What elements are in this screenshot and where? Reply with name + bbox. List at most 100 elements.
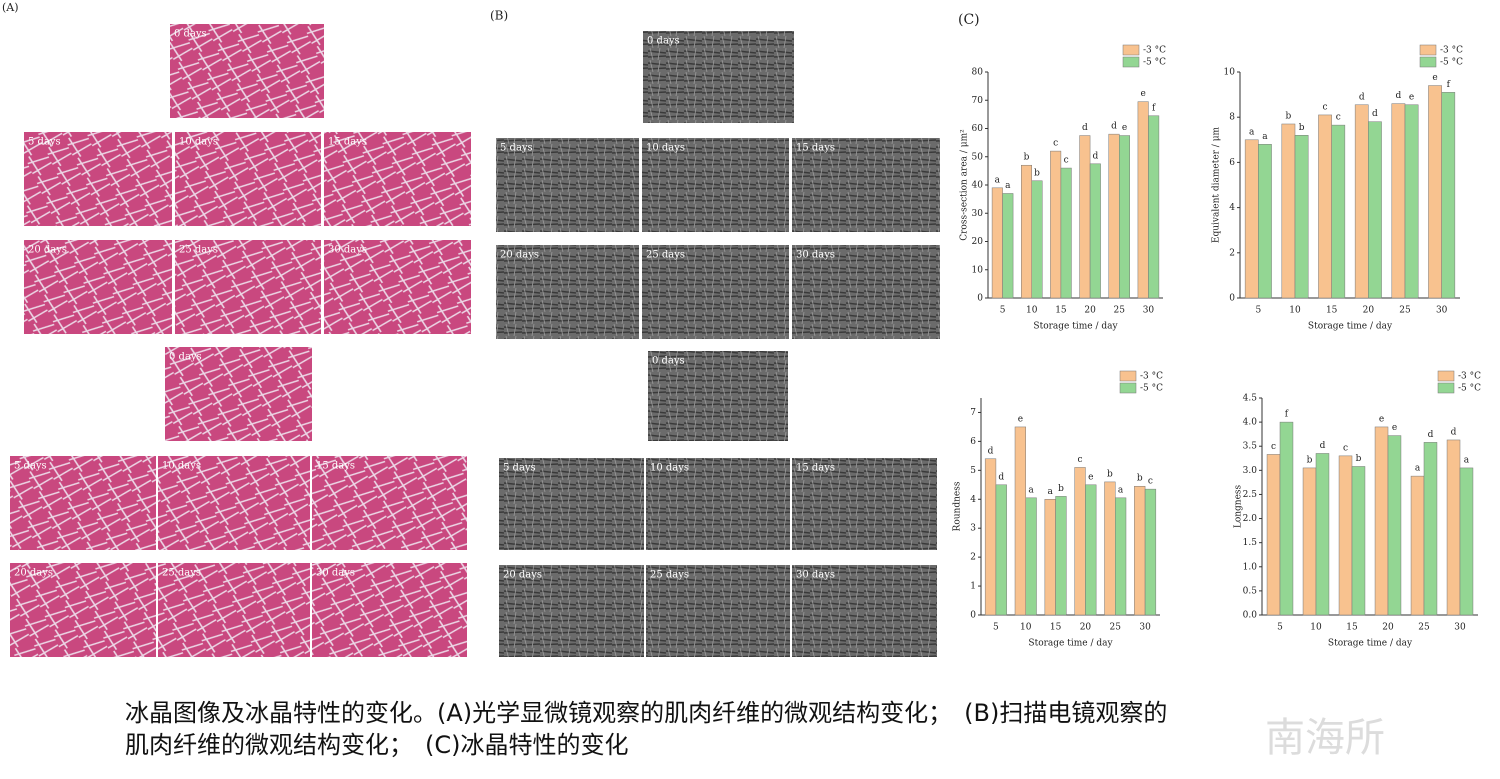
y-tick-label: 4.0	[1243, 418, 1258, 428]
micrograph	[170, 24, 324, 118]
bar	[1423, 442, 1438, 616]
y-tick-label: 0	[977, 294, 983, 304]
panel-label: (A)	[2, 1, 19, 14]
significance-letter: e	[1122, 123, 1127, 133]
micrograph-label: 0 days	[174, 29, 207, 40]
y-tick-label: 2.5	[1243, 490, 1258, 500]
micrograph	[642, 245, 789, 339]
micrograph	[792, 245, 940, 339]
significance-letter: b	[1034, 168, 1040, 178]
significance-letter: f	[1152, 103, 1156, 113]
significance-letter: e	[1392, 423, 1397, 433]
x-tick-label: 20	[1363, 306, 1375, 316]
legend-label: -3 °C	[1440, 46, 1463, 56]
y-tick-label: 0	[970, 611, 976, 621]
x-tick-label: 25	[1110, 623, 1122, 633]
bar	[1244, 139, 1259, 299]
y-axis-label: Equivalent diameter / μm	[1212, 126, 1222, 243]
y-tick-label: 0.0	[1243, 611, 1258, 621]
bar	[1410, 475, 1425, 616]
y-tick-label: 7	[970, 408, 976, 418]
micrograph-label: 0 days	[647, 36, 680, 47]
significance-letter: d	[1396, 91, 1402, 101]
significance-letter: a	[1005, 181, 1011, 191]
y-tick-label: 1.0	[1243, 562, 1258, 572]
micrograph	[496, 138, 639, 232]
significance-letter: d	[1359, 92, 1365, 102]
significance-letter: d	[988, 446, 994, 456]
x-tick-label: 5	[1277, 623, 1283, 633]
y-tick-label: 30	[972, 209, 984, 219]
significance-letter: d	[998, 472, 1004, 482]
bar	[1266, 454, 1281, 616]
significance-letter: a	[1249, 127, 1255, 137]
y-tick-label: 2	[970, 553, 976, 563]
x-tick-label: 30	[1436, 306, 1448, 316]
micrograph	[496, 245, 639, 339]
significance-letter: b	[1137, 474, 1143, 484]
x-tick-label: 25	[1399, 306, 1411, 316]
y-tick-label: 2.0	[1243, 514, 1258, 524]
micrograph-label: 25 days	[179, 245, 218, 256]
bar	[1441, 92, 1456, 299]
legend-swatch	[1122, 56, 1140, 68]
micrograph	[175, 132, 321, 226]
bar	[1459, 467, 1474, 616]
micrograph-label: 5 days	[28, 137, 61, 148]
y-tick-label: 4	[970, 495, 976, 505]
significance-letter: e	[1432, 73, 1437, 83]
significance-letter: b	[1356, 454, 1362, 464]
micrograph	[643, 31, 794, 123]
legend-swatch	[1119, 370, 1137, 382]
significance-letter: e	[1409, 92, 1414, 102]
bar	[1374, 426, 1389, 616]
bar	[1331, 124, 1346, 299]
y-axis-label: Cross-section area / μm²	[960, 129, 970, 241]
significance-letter: c	[1078, 455, 1083, 465]
significance-letter: a	[1118, 485, 1124, 495]
bar	[1318, 114, 1332, 299]
bar	[1294, 135, 1309, 299]
y-tick-label: 0.5	[1243, 586, 1258, 596]
x-tick-label: 25	[1114, 306, 1126, 316]
bar	[1055, 496, 1067, 616]
bar	[1137, 101, 1149, 299]
significance-letter: b	[1058, 484, 1064, 494]
x-tick-label: 10	[1020, 623, 1032, 633]
significance-letter: d	[1372, 109, 1378, 119]
bar	[1368, 121, 1382, 299]
significance-letter: e	[1018, 414, 1023, 424]
significance-letter: e	[1379, 414, 1384, 424]
y-axis-label: Roundness	[953, 481, 963, 531]
bar	[1134, 485, 1146, 616]
micrograph	[324, 132, 471, 226]
micrograph-label: 20 days	[500, 250, 539, 261]
y-tick-label: 3	[970, 524, 976, 534]
significance-letter: f	[1447, 80, 1451, 90]
x-tick-label: 20	[1084, 306, 1096, 316]
significance-letter: d	[1092, 151, 1098, 161]
micrograph	[24, 240, 172, 334]
y-tick-label: 1	[970, 582, 976, 592]
micrograph	[646, 565, 790, 657]
significance-letter: c	[1271, 442, 1276, 452]
legend-label: -3 °C	[1140, 372, 1163, 382]
x-tick-label: 5	[1000, 306, 1006, 316]
legend-swatch	[1119, 382, 1137, 394]
y-tick-label: 0	[1229, 294, 1235, 304]
legend-label: -5 °C	[1143, 58, 1166, 68]
bar	[1025, 497, 1037, 616]
significance-letter: c	[1148, 477, 1153, 487]
bar	[1338, 455, 1353, 616]
significance-letter: d	[1320, 441, 1326, 451]
bar	[1387, 435, 1402, 616]
x-tick-label: 30	[1139, 623, 1151, 633]
y-tick-label: 2	[1229, 248, 1235, 258]
y-tick-label: 50	[972, 152, 984, 162]
micrograph-label: 10 days	[646, 143, 685, 154]
caption-line: 肌肉纤维的微观结构变化； (C)冰晶特性的变化	[125, 731, 628, 759]
bar	[991, 187, 1003, 299]
y-tick-label: 4.5	[1243, 394, 1258, 404]
bar	[1104, 481, 1116, 616]
y-axis-label: Longness	[1234, 484, 1244, 528]
